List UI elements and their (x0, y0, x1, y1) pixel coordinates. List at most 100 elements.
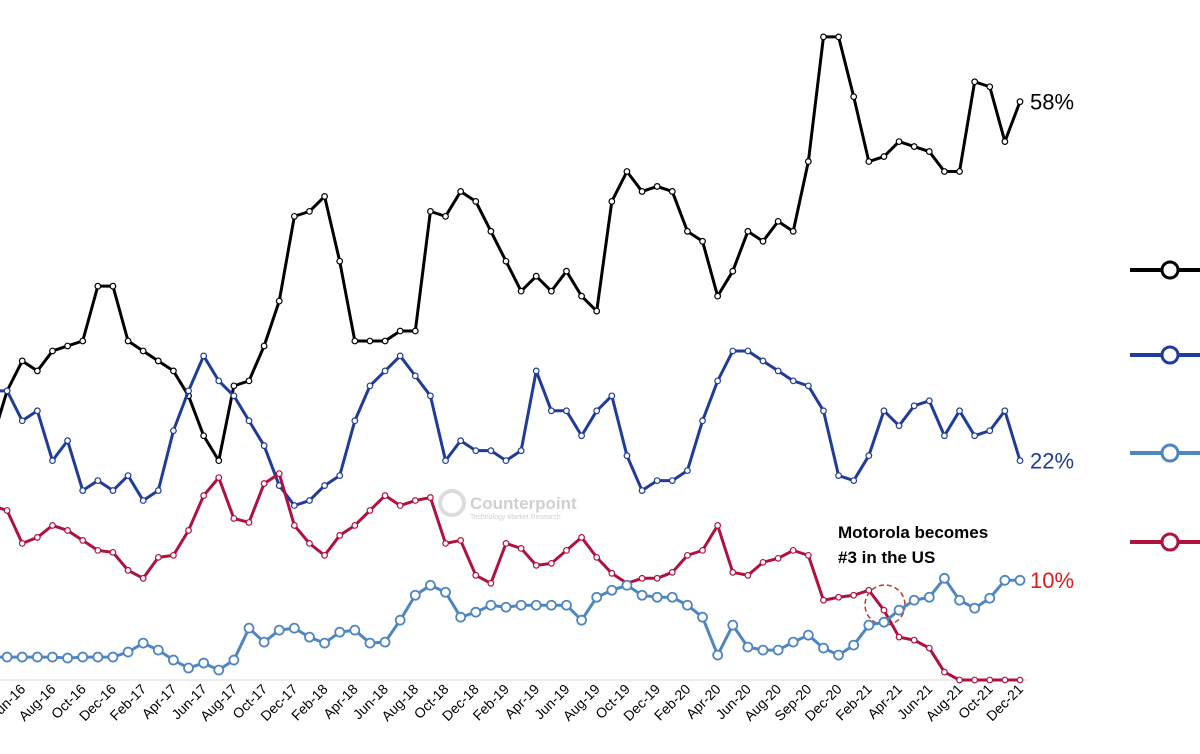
data-point (273, 624, 285, 636)
data-point (230, 515, 238, 522)
data-point (787, 636, 799, 648)
end-label: 22% (1030, 448, 1074, 473)
data-point (107, 651, 119, 663)
data-point (757, 644, 769, 656)
data-point (122, 646, 134, 658)
data-point (79, 537, 87, 544)
data-point (472, 447, 480, 455)
data-point (185, 527, 192, 534)
data-point (545, 599, 557, 611)
data-point (170, 367, 177, 375)
data-point (729, 347, 737, 355)
data-point (530, 599, 542, 611)
data-point (487, 447, 495, 455)
data-point (804, 551, 812, 559)
data-point (789, 227, 797, 235)
data-point (742, 641, 754, 653)
data-point (427, 494, 434, 501)
data-point (33, 534, 41, 541)
series (0, 347, 1024, 509)
data-point (908, 594, 920, 606)
data-point (336, 472, 344, 480)
data-point (33, 407, 41, 415)
data-point (49, 347, 56, 355)
data-point (835, 33, 842, 41)
data-point (910, 636, 918, 644)
series (0, 572, 1026, 676)
data-point (502, 257, 510, 265)
data-point (168, 654, 179, 666)
data-point (275, 470, 283, 478)
data-point (442, 540, 449, 547)
data-point (1001, 407, 1009, 415)
data-point (591, 591, 603, 603)
data-point (16, 651, 28, 663)
data-point (198, 657, 210, 669)
data-point (200, 492, 208, 499)
data-point (457, 188, 465, 195)
data-point (64, 437, 71, 445)
data-point (848, 639, 860, 651)
data-point (714, 377, 722, 385)
data-point (260, 480, 268, 487)
data-point (260, 442, 268, 450)
data-point (457, 537, 465, 544)
data-point (381, 367, 389, 375)
data-point (561, 599, 572, 611)
data-point (18, 540, 26, 547)
data-point (744, 571, 752, 579)
data-point (215, 457, 223, 465)
data-point (578, 292, 585, 300)
data-point (1, 651, 13, 663)
data-point (697, 611, 708, 623)
data-point (653, 183, 661, 190)
legend-marker (1160, 260, 1180, 280)
data-point (774, 217, 782, 225)
data-point (517, 287, 525, 295)
data-point (638, 487, 646, 494)
data-point (455, 611, 467, 623)
data-point (290, 522, 298, 529)
data-point (865, 452, 873, 460)
data-point (124, 472, 132, 480)
data-point (820, 33, 827, 41)
data-point (427, 207, 434, 215)
data-point (971, 432, 979, 440)
data-point (487, 579, 495, 587)
data-point (366, 337, 374, 345)
data-point (850, 591, 858, 599)
data-point (984, 592, 996, 604)
data-point (850, 477, 858, 484)
data-point (49, 457, 56, 465)
data-point (154, 553, 162, 561)
data-point (744, 227, 752, 235)
annotation: Motorola becomes (838, 523, 988, 542)
data-point (381, 337, 389, 345)
data-point (109, 548, 117, 556)
data-point (759, 558, 767, 566)
data-point (440, 586, 451, 598)
data-point (306, 497, 313, 504)
data-point (47, 651, 58, 663)
data-point (290, 502, 298, 509)
data-point (999, 574, 1011, 586)
data-point (684, 551, 691, 559)
data-point (152, 644, 164, 656)
data-point (381, 492, 389, 499)
data-point (547, 287, 555, 295)
data-point (64, 342, 71, 350)
data-point (154, 357, 162, 365)
data-point (1016, 457, 1024, 465)
data-point (532, 272, 540, 280)
legend-marker (1160, 532, 1180, 552)
data-point (425, 579, 436, 591)
data-point (139, 347, 147, 355)
data-point (183, 662, 194, 674)
watermark: Counterpoint Technology Market Research (438, 489, 577, 521)
data-point (366, 382, 374, 390)
data-point (109, 282, 117, 290)
data-point (714, 292, 722, 300)
data-point (699, 546, 706, 554)
data-point (774, 367, 782, 375)
